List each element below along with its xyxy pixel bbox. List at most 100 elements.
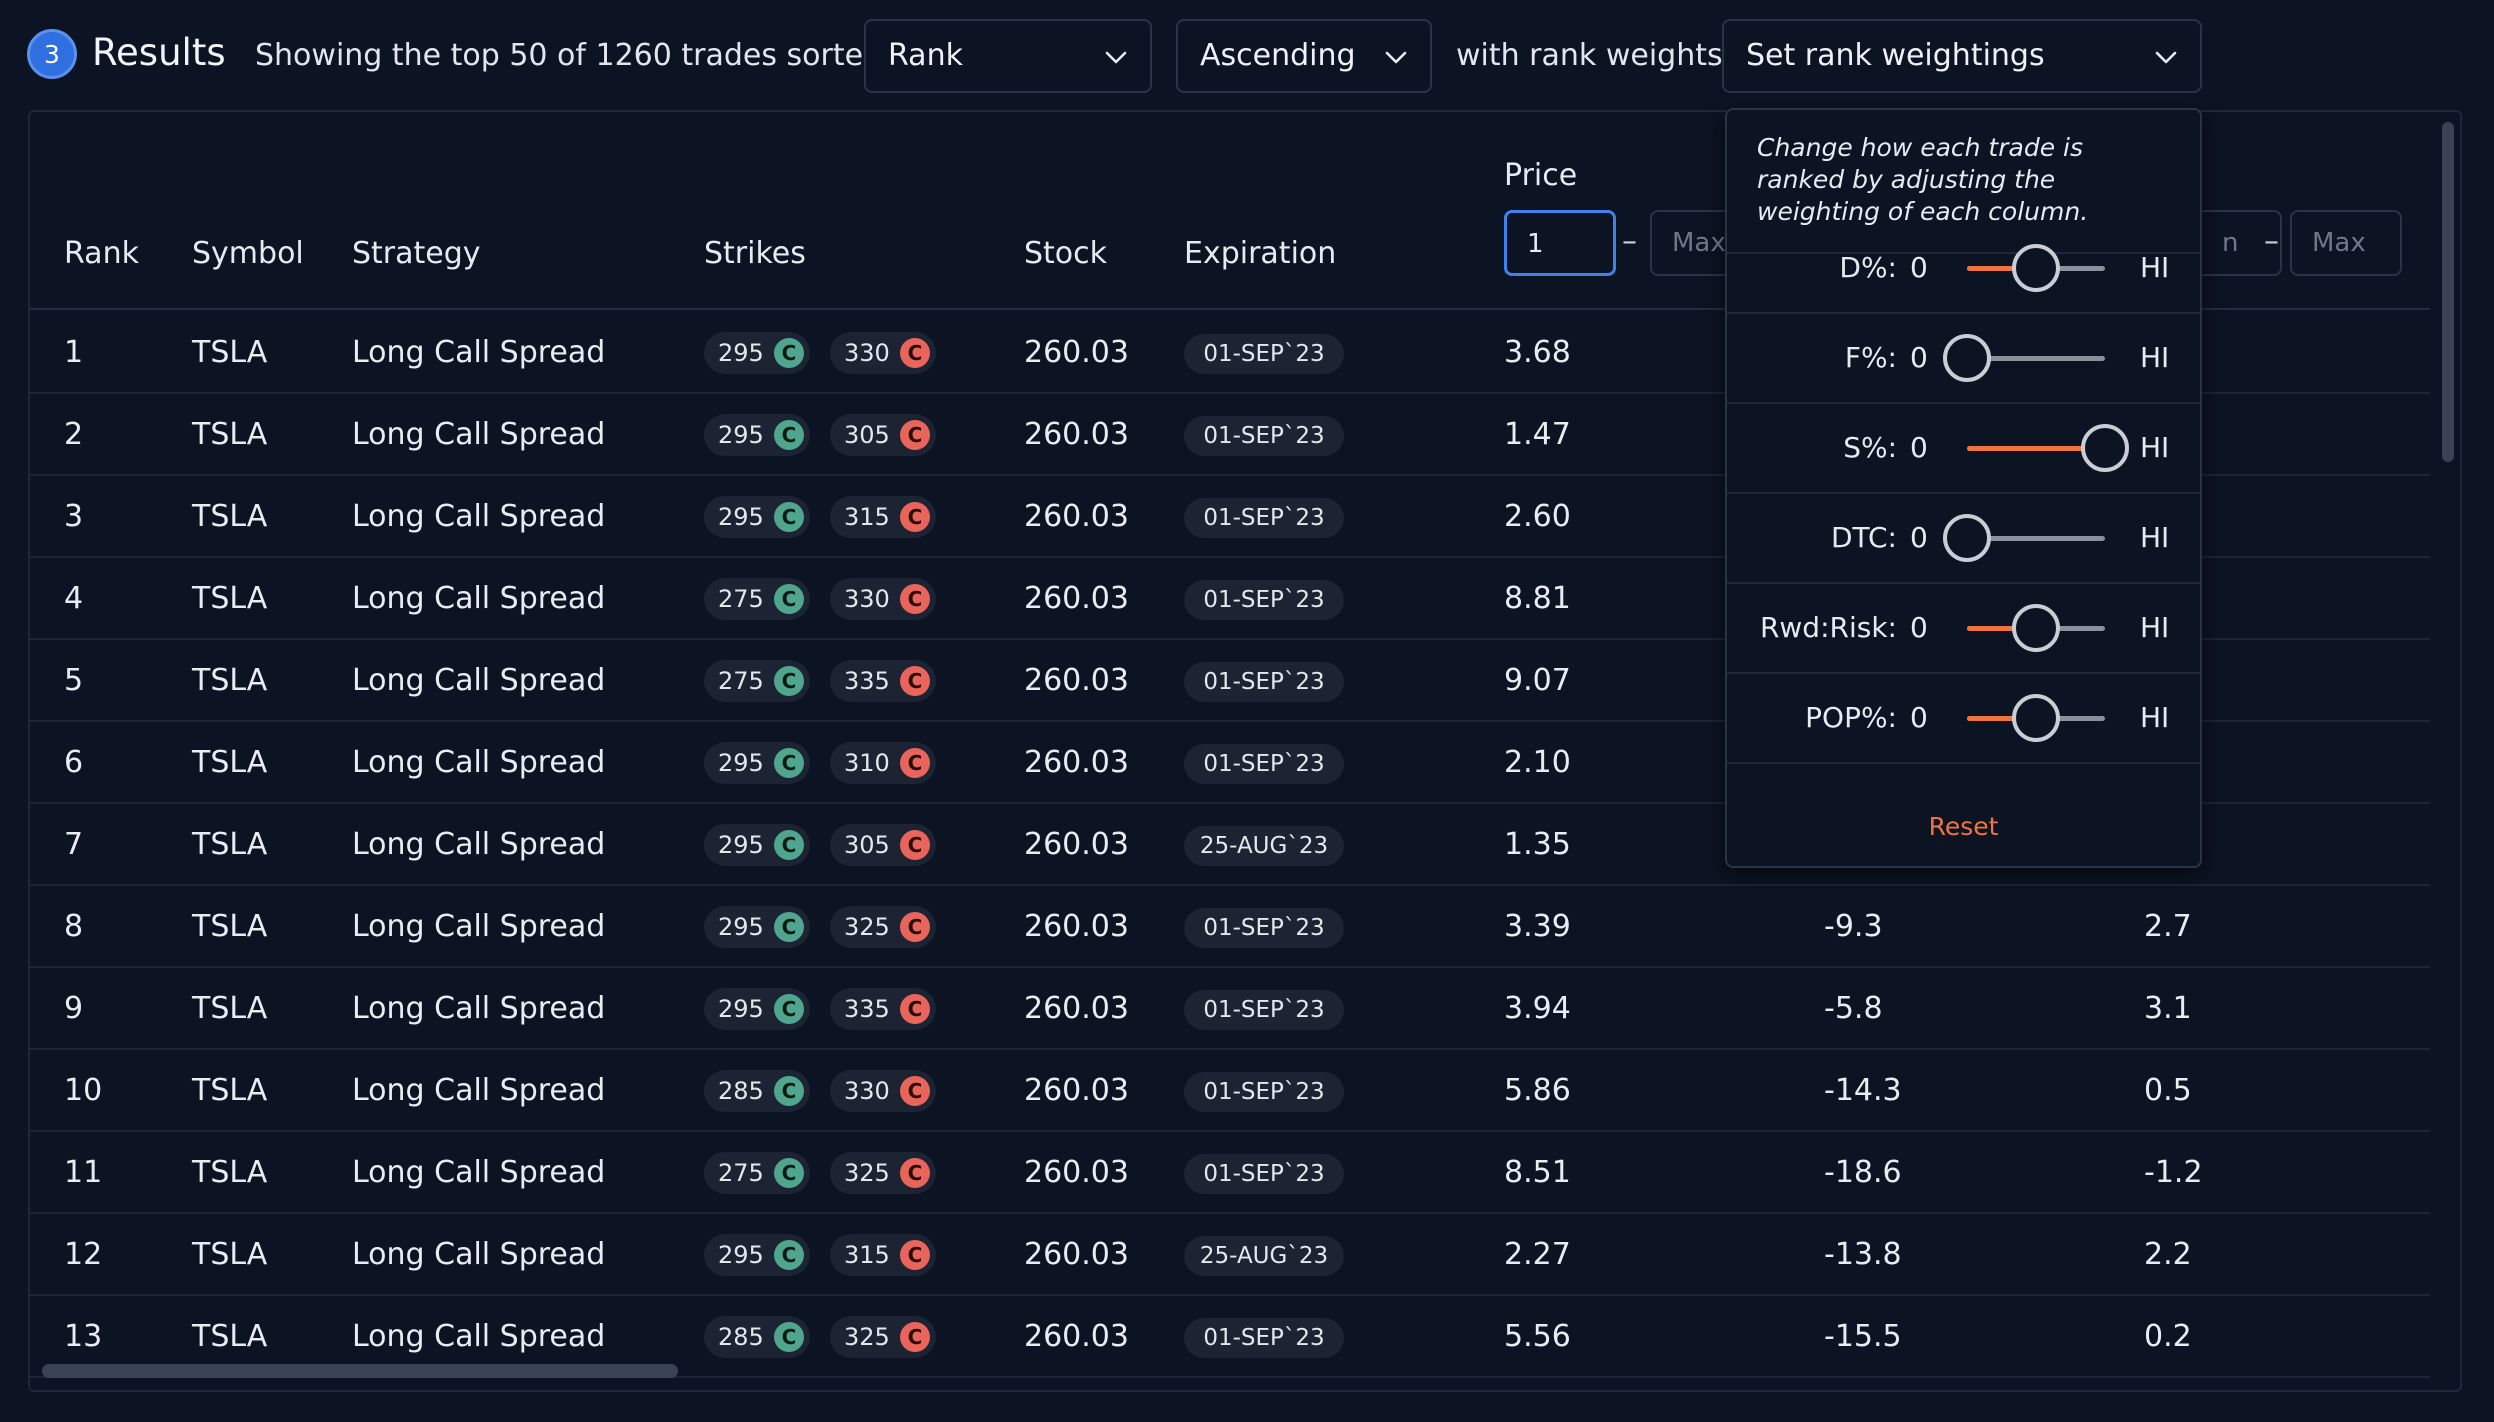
price-min-input[interactable]: 1 [1504, 210, 1616, 276]
slider-handle[interactable] [1943, 514, 1991, 562]
weight-max-label: HI [2140, 431, 2170, 464]
metric-cell: -14.3 [1824, 1073, 1902, 1108]
weight-label: F%: [1844, 341, 1897, 374]
table-row[interactable]: 5 TSLA Long Call Spread 275 C 335 C 260.03 01-SE… [30, 640, 2430, 722]
expiration-pill: 01-SEP`23 [1184, 498, 1344, 538]
column-max-input[interactable]: Max [2290, 210, 2402, 276]
strategy-cell: Long Call Spread [352, 909, 606, 944]
stock-price-cell: 260.03 [1024, 417, 1129, 452]
expiration-pill: 25-AUG`23 [1184, 1236, 1344, 1276]
symbol-cell: TSLA [192, 417, 268, 452]
call-sell-icon: C [900, 748, 930, 778]
range-dash: – [2264, 224, 2279, 259]
table-row[interactable]: 10 TSLA Long Call Spread 285 C 330 C 260.03 01-S… [30, 1050, 2430, 1132]
price-cell: 2.27 [1504, 1237, 1571, 1272]
weight-slider[interactable] [1967, 604, 2105, 652]
weight-max-label: HI [2140, 611, 2170, 644]
strike-value: 330 [844, 585, 890, 613]
strike-value: 295 [718, 1241, 764, 1269]
expiration-pill: 01-SEP`23 [1184, 1318, 1344, 1358]
weight-min-label: 0 [1910, 251, 1928, 284]
price-cell: 5.56 [1504, 1319, 1571, 1354]
strike-value: 295 [718, 995, 764, 1023]
metric-cell: -13.8 [1824, 1237, 1902, 1272]
table-row[interactable]: 9 TSLA Long Call Spread 295 C 335 C 260.03 01-SE… [30, 968, 2430, 1050]
strike-value: 295 [718, 749, 764, 777]
slider-handle[interactable] [2012, 604, 2060, 652]
call-buy-icon: C [774, 502, 804, 532]
metric-cell: -5.8 [1824, 991, 1883, 1026]
column-header-price[interactable]: Price [1504, 158, 1578, 193]
call-buy-icon: C [774, 584, 804, 614]
weight-slider[interactable] [1967, 694, 2105, 742]
column-header-strategy[interactable]: Strategy [352, 236, 481, 271]
symbol-cell: TSLA [192, 499, 268, 534]
slider-fill [1967, 626, 2036, 631]
slider-handle[interactable] [2081, 424, 2129, 472]
strike-short-chip: 315 C [830, 1234, 936, 1276]
strike-long-chip: 275 C [704, 1152, 810, 1194]
table-row[interactable]: 4 TSLA Long Call Spread 275 C 330 C 260.03 01-SE… [30, 558, 2430, 640]
sort-order-select[interactable]: Ascending [1176, 19, 1432, 93]
strike-short-chip: 330 C [830, 578, 936, 620]
strike-value: 275 [718, 1159, 764, 1187]
weight-label: D%: [1839, 251, 1897, 284]
column-header-expiration[interactable]: Expiration [1184, 236, 1337, 271]
symbol-cell: TSLA [192, 991, 268, 1026]
expiration-pill: 01-SEP`23 [1184, 1072, 1344, 1112]
reset-weights-button[interactable]: Reset [1928, 812, 1999, 841]
strike-value: 330 [844, 339, 890, 367]
price-cell: 9.07 [1504, 663, 1571, 698]
strike-short-chip: 325 C [830, 906, 936, 948]
call-buy-icon: C [774, 994, 804, 1024]
weight-label: DTC: [1830, 521, 1897, 554]
strategy-cell: Long Call Spread [352, 581, 606, 616]
weight-max-label: HI [2140, 701, 2170, 734]
slider-handle[interactable] [2012, 694, 2060, 742]
strategy-cell: Long Call Spread [352, 417, 606, 452]
column-header-symbol[interactable]: Symbol [192, 236, 304, 271]
strike-long-chip: 285 C [704, 1070, 810, 1112]
slider-handle[interactable] [2012, 244, 2060, 292]
table-row[interactable]: 11 TSLA Long Call Spread 275 C 325 C 260.03 01-S… [30, 1132, 2430, 1214]
table-row[interactable]: 6 TSLA Long Call Spread 295 C 310 C 260.03 01-SE… [30, 722, 2430, 804]
rank-weightings-select[interactable]: Set rank weightings [1722, 19, 2202, 93]
slider-handle[interactable] [1943, 334, 1991, 382]
slider-track[interactable] [1967, 356, 2105, 361]
metric-cell: -18.6 [1824, 1155, 1902, 1190]
call-sell-icon: C [900, 666, 930, 696]
weight-slider[interactable] [1967, 244, 2105, 292]
strategy-cell: Long Call Spread [352, 1155, 606, 1190]
table-row[interactable]: 1 TSLA Long Call Spread 295 C 330 C 260.03 01-SE… [30, 312, 2430, 394]
strike-value: 295 [718, 339, 764, 367]
weight-slider[interactable] [1967, 424, 2129, 472]
slider-track[interactable] [1967, 536, 2105, 541]
table-row[interactable]: 2 TSLA Long Call Spread 295 C 305 C 260.03 01-SE… [30, 394, 2430, 476]
weight-slider[interactable] [1943, 514, 2105, 562]
strike-value: 275 [718, 667, 764, 695]
table-row[interactable]: 12 TSLA Long Call Spread 295 C 315 C 260.03 25-A… [30, 1214, 2430, 1296]
horizontal-scrollbar[interactable] [42, 1364, 678, 1378]
stock-price-cell: 260.03 [1024, 581, 1129, 616]
strike-value: 315 [844, 503, 890, 531]
column-header-stock[interactable]: Stock [1024, 236, 1108, 271]
strike-value: 305 [844, 421, 890, 449]
strike-value: 325 [844, 913, 890, 941]
weight-label: S%: [1843, 431, 1897, 464]
column-header-strikes[interactable]: Strikes [704, 236, 806, 271]
sort-by-select[interactable]: Rank [864, 19, 1152, 93]
column-header-rank[interactable]: Rank [64, 236, 139, 271]
symbol-cell: TSLA [192, 581, 268, 616]
table-row[interactable]: 7 TSLA Long Call Spread 295 C 305 C 260.03 25-AU… [30, 804, 2430, 886]
table-row[interactable]: 8 TSLA Long Call Spread 295 C 325 C 260.03 01-SE… [30, 886, 2430, 968]
call-sell-icon: C [900, 830, 930, 860]
rank-cell: 13 [64, 1319, 103, 1354]
strike-value: 335 [844, 667, 890, 695]
weight-label: Rwd:Risk: [1759, 611, 1897, 644]
weight-slider[interactable] [1943, 334, 2105, 382]
table-row[interactable]: 3 TSLA Long Call Spread 295 C 315 C 260.03 01-SE… [30, 476, 2430, 558]
price-cell: 2.60 [1504, 499, 1571, 534]
table-row[interactable]: 13 TSLA Long Call Spread 285 C 325 C 260.03 01-S… [30, 1296, 2430, 1378]
vertical-scrollbar[interactable] [2442, 122, 2454, 462]
strike-value: 275 [718, 585, 764, 613]
